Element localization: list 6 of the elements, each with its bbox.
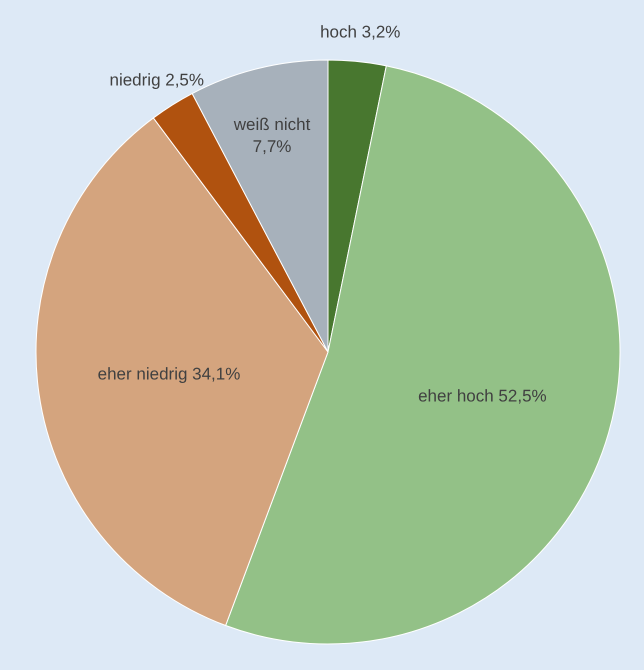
- slice-label: weiß nicht: [232, 115, 311, 134]
- slice-label: hoch 3,2%: [320, 22, 400, 42]
- slice-label: niedrig 2,5%: [109, 70, 204, 90]
- slice-label: eher hoch 52,5%: [418, 386, 547, 406]
- slice-label: eher niedrig 34,1%: [98, 364, 240, 384]
- data-label: 7,7%: [252, 137, 292, 156]
